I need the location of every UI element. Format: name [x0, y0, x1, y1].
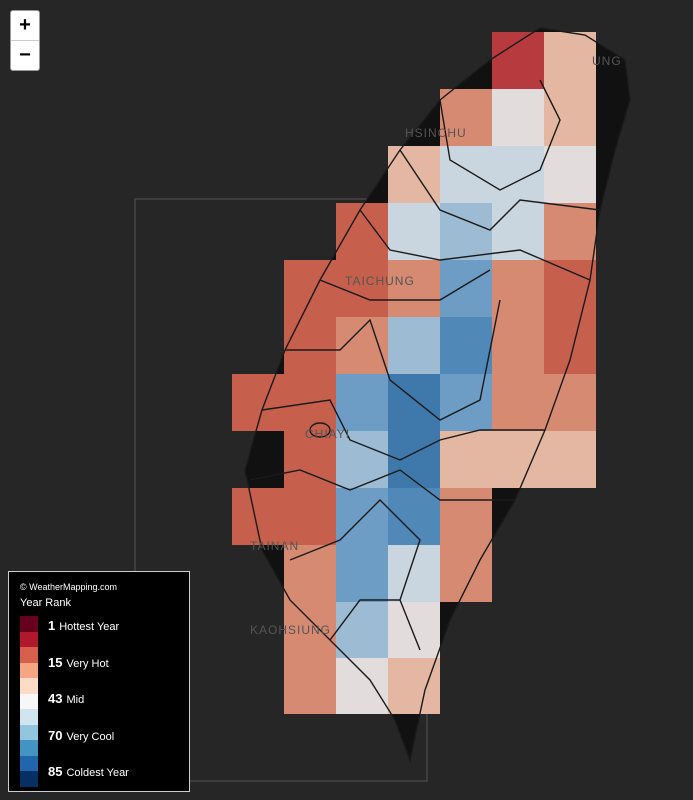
legend: © WeatherMapping.com Year Rank 1 Hottest … — [8, 571, 190, 792]
grid-cell — [336, 260, 388, 317]
city-label: CHIAYI — [305, 427, 350, 441]
grid-cell — [388, 658, 440, 714]
grid-cell — [388, 545, 440, 602]
grid-cell — [232, 488, 284, 545]
legend-swatch — [20, 662, 38, 678]
heat-grid — [232, 32, 596, 714]
zoom-in[interactable]: + — [11, 11, 39, 41]
grid-cell — [284, 260, 336, 317]
borders — [244, 27, 631, 763]
grid-cell — [440, 203, 492, 260]
legend-entry: 43 Mid — [48, 691, 84, 706]
grid-cell — [544, 32, 596, 89]
grid-cell — [440, 260, 492, 317]
legend-rank: 43 — [48, 691, 63, 706]
grid-cell — [544, 431, 596, 488]
grid-cell — [388, 203, 440, 260]
city-label: TAINAN — [250, 539, 299, 553]
legend-entry: 70 Very Cool — [48, 728, 114, 743]
legend-label: Coldest Year — [66, 767, 129, 779]
city-label: KAOHSIUNG — [250, 623, 331, 637]
grid-cell — [440, 317, 492, 374]
grid-cell — [336, 658, 388, 714]
grid-cell — [544, 203, 596, 260]
grid-cell — [492, 260, 544, 317]
grid-cell — [388, 374, 440, 431]
legend-swatch — [20, 709, 38, 725]
grid-cell — [492, 32, 544, 89]
grid-cell — [336, 374, 388, 431]
legend-label: Very Cool — [66, 730, 115, 743]
legend-swatch — [20, 631, 38, 647]
grid-cell — [492, 317, 544, 374]
legend-label: Hottest Year — [59, 621, 120, 633]
grid-cell — [284, 431, 336, 488]
grid-cell — [388, 431, 440, 488]
grid-cell — [544, 317, 596, 374]
grid-cell — [388, 146, 440, 203]
legend-title: Year Rank — [20, 597, 71, 609]
legend-swatch — [20, 616, 38, 632]
grid-cell — [284, 602, 336, 658]
grid-cell — [388, 260, 440, 317]
legend-swatch — [20, 693, 38, 709]
grid-cell — [232, 374, 284, 431]
legend-swatch — [20, 647, 38, 663]
grid-cell — [440, 89, 492, 146]
grid-cell — [440, 146, 492, 203]
grid-cell — [492, 431, 544, 488]
grid-cell — [336, 602, 388, 658]
grid-cell — [544, 89, 596, 146]
credit: © WeatherMapping.com — [20, 582, 118, 592]
legend-entry: 85 Coldest Year — [48, 764, 129, 779]
grid-cell — [440, 431, 492, 488]
grid-cell — [284, 545, 336, 602]
legend-entry: 15 Very Hot — [48, 655, 109, 670]
zoom-control: + − — [10, 10, 40, 71]
grid-cell — [284, 317, 336, 374]
grid-cell — [388, 602, 440, 658]
grid-cell — [284, 658, 336, 714]
legend-label: Very Hot — [66, 657, 109, 670]
city-label: UNG — [592, 54, 622, 68]
legend-swatch — [20, 724, 38, 740]
grid-cell — [388, 317, 440, 374]
legend-swatch — [20, 740, 38, 756]
city-labels: UNG HSINCHU TAICHUNG CHIAYI TAINAN KAOHSIUNG — [250, 54, 622, 637]
grid-cell — [284, 488, 336, 545]
legend-swatch — [20, 755, 38, 771]
grid-cell — [544, 146, 596, 203]
grid-cell — [492, 89, 544, 146]
city-label: HSINCHU — [405, 126, 467, 140]
legend-rank: 85 — [48, 764, 63, 779]
city-label: TAICHUNG — [345, 274, 415, 288]
grid-cell — [492, 203, 544, 260]
grid-cell — [492, 146, 544, 203]
zoom-out[interactable]: − — [19, 44, 31, 66]
grid-cell — [440, 488, 492, 545]
legend-label: Mid — [66, 694, 85, 706]
grid-cell — [544, 374, 596, 431]
grid-cell — [492, 374, 544, 431]
legend-rank: 1 — [48, 618, 56, 633]
legend-entry: 1 Hottest Year — [48, 618, 119, 633]
legend-swatch — [20, 771, 38, 787]
grid-cell — [336, 545, 388, 602]
legend-swatch — [20, 678, 38, 694]
legend-rank: 15 — [48, 654, 63, 670]
legend-rank: 70 — [48, 727, 63, 743]
